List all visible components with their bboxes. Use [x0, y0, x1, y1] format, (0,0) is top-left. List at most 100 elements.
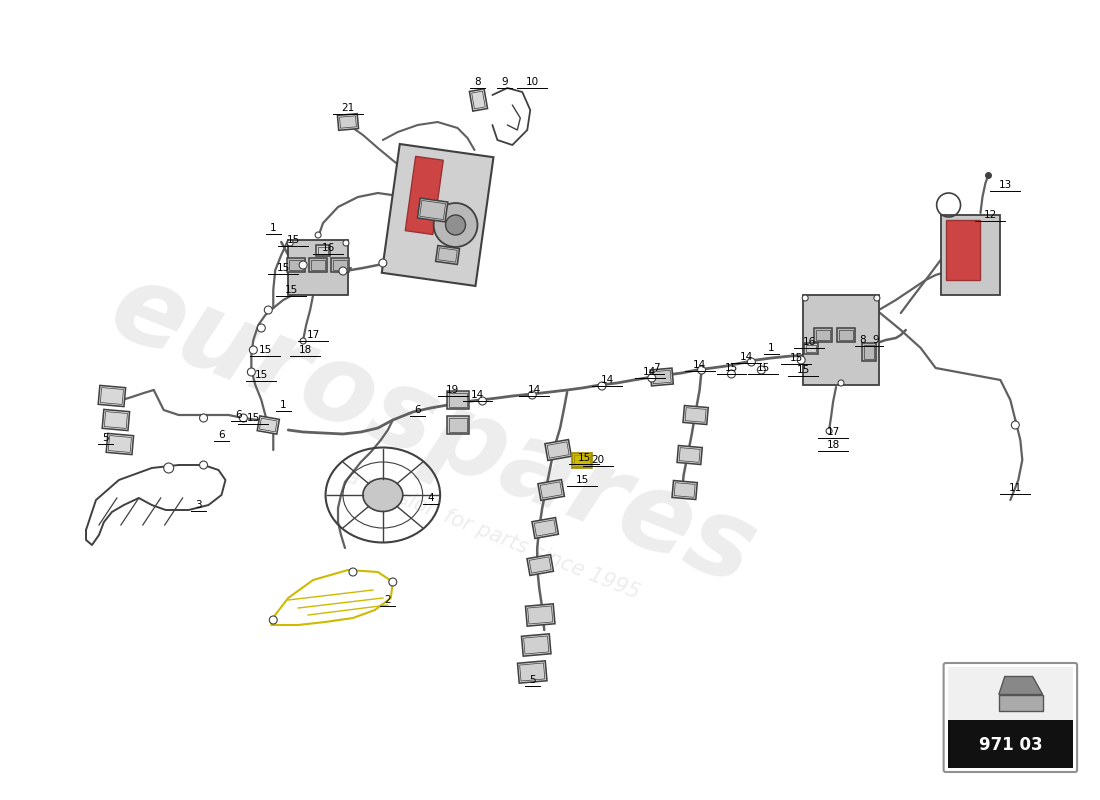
Circle shape [798, 356, 805, 364]
Text: 13: 13 [999, 180, 1012, 190]
Circle shape [250, 346, 257, 354]
Bar [257, 416, 279, 434]
Bar [472, 91, 485, 109]
Text: 15: 15 [796, 365, 810, 375]
Bar [449, 393, 466, 407]
Text: 1: 1 [270, 223, 276, 233]
Circle shape [727, 370, 736, 378]
Text: 14: 14 [644, 367, 657, 377]
Text: 18: 18 [826, 440, 839, 450]
Bar [544, 439, 571, 461]
Text: 19: 19 [446, 385, 459, 395]
Bar [652, 370, 671, 384]
Bar [816, 330, 831, 340]
Bar [679, 448, 700, 462]
Text: 15: 15 [725, 363, 738, 373]
Bar [420, 201, 446, 219]
Bar [107, 434, 133, 454]
Bar [318, 246, 328, 254]
Text: 15: 15 [287, 235, 300, 245]
Text: 6: 6 [218, 430, 224, 440]
Bar [102, 410, 130, 430]
Bar [528, 606, 553, 624]
Text: 14: 14 [471, 390, 484, 400]
Circle shape [164, 463, 174, 473]
Bar [287, 258, 305, 272]
Bar [438, 248, 458, 262]
Bar [382, 144, 494, 286]
Circle shape [478, 397, 486, 405]
Text: 10: 10 [526, 77, 539, 87]
Bar [547, 442, 569, 458]
Bar [524, 636, 549, 654]
Text: 16: 16 [803, 337, 816, 347]
Bar [309, 258, 327, 272]
Circle shape [300, 338, 306, 344]
Text: 6: 6 [235, 410, 242, 420]
Bar [417, 198, 448, 222]
Circle shape [343, 240, 349, 246]
Text: 15: 15 [246, 413, 260, 423]
Bar [316, 245, 330, 255]
Bar [526, 604, 556, 626]
Text: 15: 15 [790, 353, 803, 363]
Bar [535, 520, 557, 536]
Circle shape [758, 366, 766, 374]
Text: 15: 15 [285, 285, 298, 295]
Bar [839, 330, 853, 340]
Bar [674, 482, 695, 498]
Bar [470, 89, 487, 111]
Bar [947, 667, 1074, 722]
Circle shape [446, 215, 465, 235]
Circle shape [378, 259, 387, 267]
Text: 21: 21 [341, 103, 354, 113]
Text: 14: 14 [528, 385, 541, 395]
Circle shape [802, 295, 808, 301]
Text: 14: 14 [693, 360, 706, 370]
Text: 14: 14 [740, 352, 754, 362]
Text: 15: 15 [258, 345, 272, 355]
Bar [672, 481, 697, 499]
Circle shape [528, 391, 536, 399]
Text: 8: 8 [474, 77, 481, 87]
Circle shape [315, 232, 321, 238]
Circle shape [747, 358, 756, 366]
Bar [527, 554, 553, 575]
Bar [650, 368, 673, 386]
Circle shape [697, 366, 705, 374]
Bar [436, 246, 460, 265]
Text: 15: 15 [255, 370, 268, 380]
Bar [104, 411, 128, 429]
Text: 5: 5 [529, 675, 536, 685]
Bar [340, 116, 356, 128]
Bar [574, 454, 590, 466]
Text: 6: 6 [415, 405, 421, 415]
Circle shape [648, 374, 656, 382]
Bar [289, 260, 304, 270]
Text: 11: 11 [1009, 483, 1022, 493]
Circle shape [838, 380, 844, 386]
Bar [288, 240, 348, 295]
Text: 18: 18 [298, 345, 311, 355]
Text: 971 03: 971 03 [979, 736, 1042, 754]
Circle shape [257, 324, 265, 332]
Bar [685, 408, 706, 422]
Bar [806, 345, 816, 351]
Bar [940, 215, 1000, 295]
Bar [338, 114, 359, 130]
Text: 14: 14 [601, 375, 614, 385]
Bar [333, 260, 346, 270]
Bar [260, 418, 277, 432]
Bar [521, 634, 551, 656]
Text: 15: 15 [578, 453, 591, 463]
Bar [311, 260, 326, 270]
Text: 2: 2 [385, 595, 392, 605]
Circle shape [248, 368, 255, 376]
Text: 15: 15 [276, 263, 290, 273]
Text: 16: 16 [321, 243, 334, 253]
Bar [814, 328, 832, 342]
Text: eurospares: eurospares [95, 253, 770, 607]
Text: 12: 12 [983, 210, 997, 220]
Text: 15: 15 [757, 363, 770, 373]
Circle shape [349, 568, 356, 576]
